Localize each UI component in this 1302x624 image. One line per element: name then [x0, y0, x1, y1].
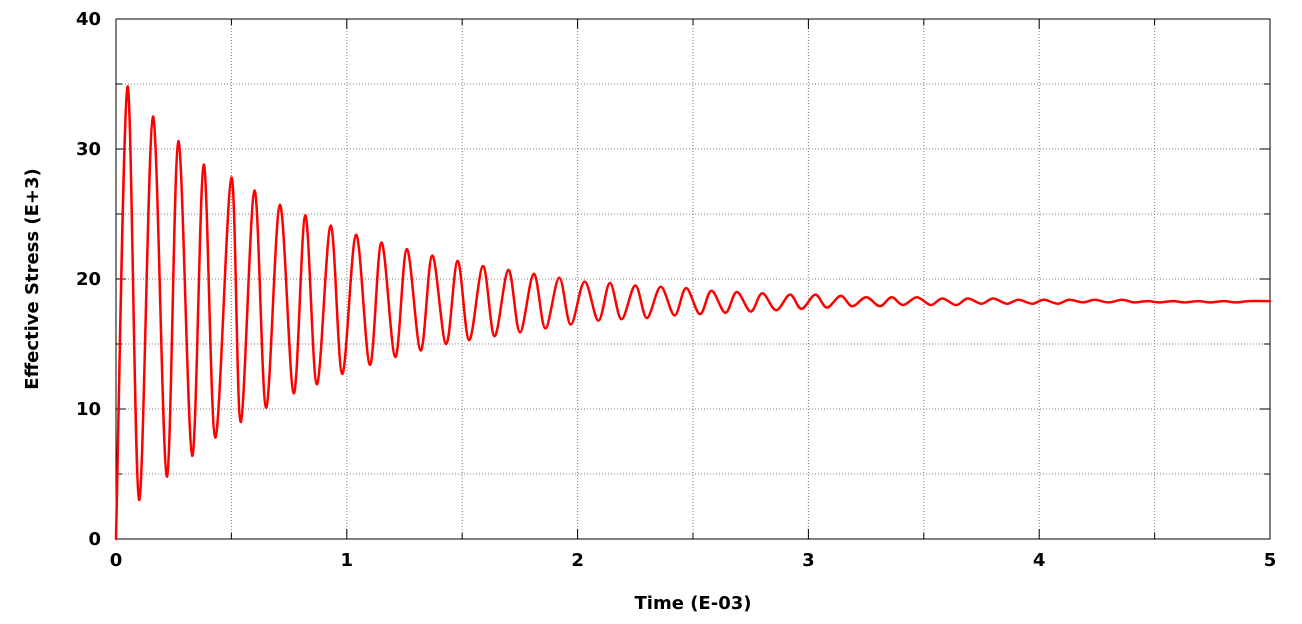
plot-frame [115, 18, 1271, 540]
x-tick-label: 5 [1264, 550, 1277, 571]
grid [116, 19, 1270, 539]
y-tick-labels: 0 10 20 30 40 [76, 9, 101, 550]
x-tick-label: 0 [110, 550, 123, 571]
y-tick-label: 10 [76, 399, 101, 420]
x-tick-label: 1 [341, 550, 354, 571]
x-axis-title: Time (E-03) [635, 593, 752, 614]
x-tick-label: 2 [571, 550, 584, 571]
y-tick-label: 20 [76, 269, 101, 290]
y-tick-label: 30 [76, 139, 101, 160]
y-axis-title: Effective Stress (E+3) [22, 168, 43, 389]
y-tick-label: 40 [76, 9, 101, 30]
x-tick-label: 3 [802, 550, 815, 571]
series-layer [114, 85, 1272, 541]
series-line [114, 85, 1272, 541]
x-tick-label: 4 [1033, 550, 1046, 571]
y-tick-label: 0 [88, 529, 101, 550]
x-tick-labels: 0 1 2 3 4 5 [110, 550, 1277, 571]
